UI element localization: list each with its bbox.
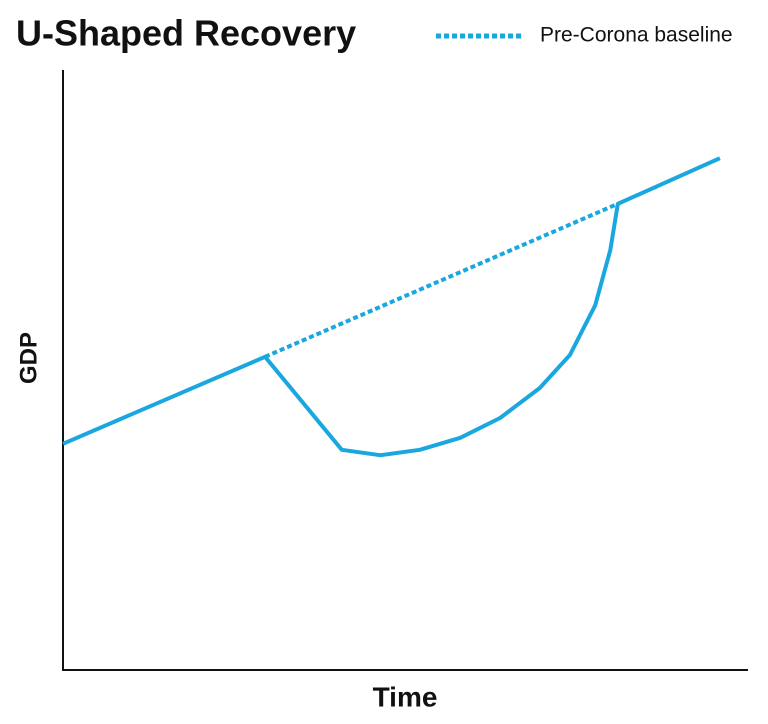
y-axis-label: GDP [15,332,42,384]
series-line [264,201,619,359]
x-axis-label: Time [373,681,438,712]
chart-title: U-Shaped Recovery [16,13,356,54]
legend-label: Pre-Corona baseline [540,24,733,47]
series-line [62,156,721,458]
